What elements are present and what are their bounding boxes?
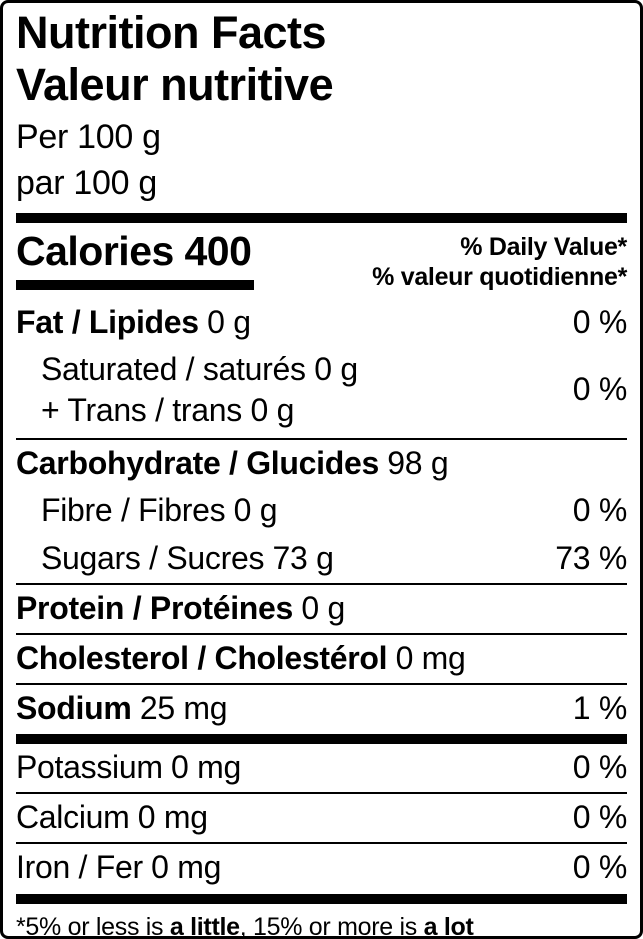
nutrient-label: Sugars / Sucres [41, 540, 265, 577]
footnote-en-term-a-little: a little [169, 912, 240, 939]
nutrient-amount: 98 g [387, 444, 449, 481]
nutrient-label: Sodium [16, 689, 132, 726]
calories-label: Calories [16, 227, 174, 274]
serving-block: Per 100 g par 100 g [16, 115, 627, 205]
calories-value: 400 [184, 227, 252, 274]
nutrient-row-sodium: Sodium 25 mg 1 % [16, 685, 627, 733]
footnote: *5% or less is a little, 15% or more is … [16, 904, 627, 939]
thin-rule [16, 632, 627, 635]
nutrient-amount: 0 mg [137, 799, 208, 836]
nutrient-amount: 25 mg [139, 689, 228, 726]
thin-rule [16, 582, 627, 585]
nutrient-row-sugars: Sugars / Sucres 73 g 73 % [16, 535, 627, 583]
nutrient-row-carbohydrate: Carbohydrate / Glucides 98 g [16, 440, 627, 488]
nutrient-text: Iron / Fer 0 mg [16, 849, 221, 886]
nutrient-label: Potassium [16, 749, 163, 786]
nutrient-label: Carbohydrate / Glucides [16, 444, 379, 481]
serving-size-en: Per 100 g [16, 118, 161, 157]
nutrient-text: Sodium 25 mg [16, 689, 228, 727]
footnote-en-prefix: *5% or less is [16, 912, 170, 939]
daily-value-header: % Daily Value* % valeur quotidienne* [372, 230, 627, 293]
nutrient-row-fibre: Fibre / Fibres 0 g 0 % [16, 487, 627, 535]
footnote-en-term-a-lot: a lot [423, 912, 474, 939]
nutrient-text: Sugars / Sucres 73 g [16, 540, 334, 577]
nutrient-text: Saturated / saturés 0 g + Trans / trans … [16, 349, 358, 431]
saturated-line: Saturated / saturés 0 g [41, 350, 358, 387]
nutrient-row-potassium: Potassium 0 mg 0 % [16, 744, 627, 792]
nutrient-text: Potassium 0 mg [16, 749, 241, 786]
footnote-en: *5% or less is a little, 15% or more is … [16, 911, 627, 939]
thin-rule [16, 682, 627, 685]
nutrient-amount: 0 g [207, 303, 251, 340]
daily-value: 73 % [555, 540, 627, 577]
daily-value: 0 % [572, 848, 628, 885]
daily-value-header-en: % Daily Value* [460, 232, 627, 261]
nutrient-label: Iron / Fer [16, 848, 143, 885]
nutrient-label: Cholesterol / Cholestérol [16, 639, 388, 676]
title-fr: Valeur nutritive [16, 59, 334, 111]
daily-value: 0 % [572, 799, 628, 836]
top-thick-rule [16, 212, 627, 223]
nutrient-label: Calcium [16, 799, 130, 836]
calories-underline-rule [16, 279, 254, 290]
nutrient-amount: 0 g [301, 589, 345, 626]
nutrient-label: Protein / Protéines [16, 589, 294, 626]
title-en: Nutrition Facts [16, 7, 327, 58]
thin-rule [16, 792, 627, 795]
nutrient-row-protein: Protein / Protéines 0 g [16, 585, 627, 633]
trans-line: + Trans / trans 0 g [41, 391, 295, 428]
nutrient-amount: 0 mg [395, 639, 466, 676]
mid-thick-rule [16, 734, 627, 745]
thin-rule [16, 437, 627, 440]
daily-value: 1 % [572, 689, 628, 726]
nutrient-text: Calcium 0 mg [16, 799, 208, 836]
daily-value: 0 % [572, 371, 628, 408]
nutrient-text: Protein / Protéines 0 g [16, 590, 345, 627]
daily-value: 0 % [572, 492, 628, 529]
nutrient-row-fat: Fat / Lipides 0 g 0 % [16, 299, 627, 347]
bottom-thick-rule [16, 893, 627, 904]
calories-block: Calories 400 [16, 227, 254, 290]
nutrient-row-saturated-trans: Saturated / saturés 0 g + Trans / trans … [16, 347, 627, 438]
nutrient-text: Fibre / Fibres 0 g [16, 492, 278, 529]
nutrient-row-iron: Iron / Fer 0 mg 0 % [16, 844, 627, 892]
nutrient-amount: 0 mg [171, 749, 241, 786]
daily-value: 0 % [572, 303, 628, 340]
serving-size-fr: par 100 g [16, 163, 157, 202]
daily-value-header-fr: % valeur quotidienne* [372, 263, 627, 292]
calories-row: Calories 400 [16, 227, 254, 274]
nutrient-text: Carbohydrate / Glucides 98 g [16, 444, 449, 482]
thin-rule [16, 841, 627, 844]
nutrient-amount: 0 mg [151, 848, 222, 885]
daily-value: 0 % [572, 749, 628, 786]
nutrient-label: Fat / Lipides [16, 303, 199, 340]
nutrient-label: Fibre / Fibres [41, 492, 226, 529]
nutrient-row-calcium: Calcium 0 mg 0 % [16, 794, 627, 842]
nutrient-text: Fat / Lipides 0 g [16, 304, 251, 341]
nutrient-amount: 0 g [233, 492, 278, 529]
calories-section: Calories 400 % Daily Value* % valeur quot… [16, 223, 627, 299]
nutrient-amount: 73 g [272, 540, 334, 577]
footnote-en-middle: , 15% or more is [239, 912, 424, 939]
nutrient-text: Cholesterol / Cholestérol 0 mg [16, 640, 466, 677]
nutrient-row-cholesterol: Cholesterol / Cholestérol 0 mg [16, 635, 627, 683]
